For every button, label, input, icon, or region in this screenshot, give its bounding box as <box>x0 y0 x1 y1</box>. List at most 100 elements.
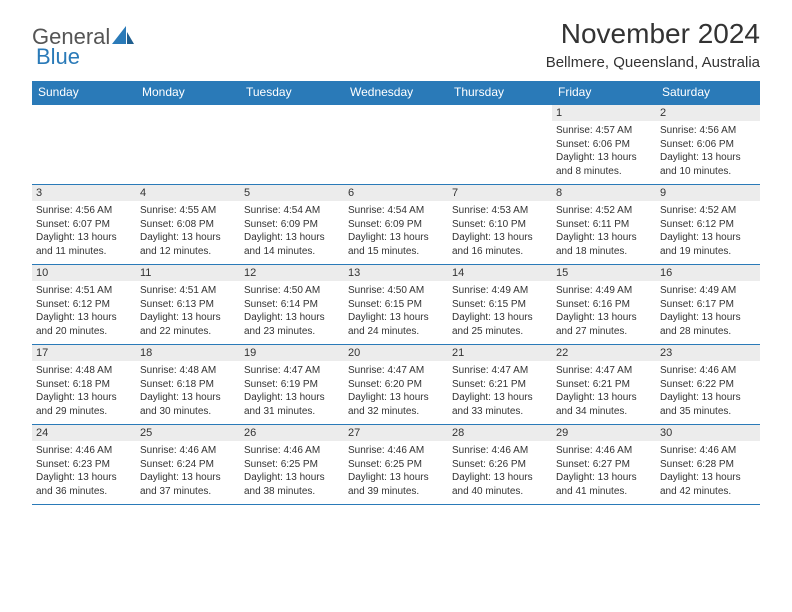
day-number: 20 <box>344 345 448 361</box>
day-number: 2 <box>656 105 760 121</box>
day-number: 5 <box>240 185 344 201</box>
day-number: 3 <box>32 185 136 201</box>
calendar-cell <box>240 104 344 185</box>
day-number: 12 <box>240 265 344 281</box>
calendar-cell <box>136 104 240 185</box>
day-details: Sunrise: 4:46 AMSunset: 6:22 PMDaylight:… <box>656 361 760 424</box>
calendar-cell: 18Sunrise: 4:48 AMSunset: 6:18 PMDayligh… <box>136 345 240 425</box>
calendar-cell: 24Sunrise: 4:46 AMSunset: 6:23 PMDayligh… <box>32 425 136 505</box>
day-details: Sunrise: 4:50 AMSunset: 6:15 PMDaylight:… <box>344 281 448 344</box>
day-header: Monday <box>136 81 240 104</box>
day-details: Sunrise: 4:53 AMSunset: 6:10 PMDaylight:… <box>448 201 552 264</box>
calendar-cell <box>448 104 552 185</box>
page-title: November 2024 <box>546 18 760 50</box>
calendar-cell: 22Sunrise: 4:47 AMSunset: 6:21 PMDayligh… <box>552 345 656 425</box>
day-number: 4 <box>136 185 240 201</box>
calendar-cell: 13Sunrise: 4:50 AMSunset: 6:15 PMDayligh… <box>344 265 448 345</box>
day-header: Thursday <box>448 81 552 104</box>
location: Bellmere, Queensland, Australia <box>546 54 760 71</box>
day-details: Sunrise: 4:51 AMSunset: 6:12 PMDaylight:… <box>32 281 136 344</box>
day-details: Sunrise: 4:52 AMSunset: 6:11 PMDaylight:… <box>552 201 656 264</box>
calendar-cell: 15Sunrise: 4:49 AMSunset: 6:16 PMDayligh… <box>552 265 656 345</box>
day-number: 24 <box>32 425 136 441</box>
day-details: Sunrise: 4:46 AMSunset: 6:25 PMDaylight:… <box>240 441 344 504</box>
day-number: 26 <box>240 425 344 441</box>
day-number: 23 <box>656 345 760 361</box>
day-number: 29 <box>552 425 656 441</box>
calendar-cell: 1Sunrise: 4:57 AMSunset: 6:06 PMDaylight… <box>552 104 656 185</box>
day-number: 19 <box>240 345 344 361</box>
calendar-table: SundayMondayTuesdayWednesdayThursdayFrid… <box>32 81 760 505</box>
day-details: Sunrise: 4:49 AMSunset: 6:16 PMDaylight:… <box>552 281 656 344</box>
calendar-cell <box>32 104 136 185</box>
calendar-cell: 3Sunrise: 4:56 AMSunset: 6:07 PMDaylight… <box>32 185 136 265</box>
day-details: Sunrise: 4:46 AMSunset: 6:24 PMDaylight:… <box>136 441 240 504</box>
day-number: 17 <box>32 345 136 361</box>
day-header: Saturday <box>656 81 760 104</box>
day-details: Sunrise: 4:48 AMSunset: 6:18 PMDaylight:… <box>32 361 136 424</box>
calendar-cell: 2Sunrise: 4:56 AMSunset: 6:06 PMDaylight… <box>656 104 760 185</box>
day-number: 27 <box>344 425 448 441</box>
calendar-cell: 7Sunrise: 4:53 AMSunset: 6:10 PMDaylight… <box>448 185 552 265</box>
day-details: Sunrise: 4:56 AMSunset: 6:07 PMDaylight:… <box>32 201 136 264</box>
calendar-cell: 25Sunrise: 4:46 AMSunset: 6:24 PMDayligh… <box>136 425 240 505</box>
day-details: Sunrise: 4:49 AMSunset: 6:17 PMDaylight:… <box>656 281 760 344</box>
day-number: 10 <box>32 265 136 281</box>
calendar-cell: 6Sunrise: 4:54 AMSunset: 6:09 PMDaylight… <box>344 185 448 265</box>
day-details: Sunrise: 4:55 AMSunset: 6:08 PMDaylight:… <box>136 201 240 264</box>
calendar-cell: 27Sunrise: 4:46 AMSunset: 6:25 PMDayligh… <box>344 425 448 505</box>
calendar-cell: 8Sunrise: 4:52 AMSunset: 6:11 PMDaylight… <box>552 185 656 265</box>
calendar-cell: 19Sunrise: 4:47 AMSunset: 6:19 PMDayligh… <box>240 345 344 425</box>
calendar-cell: 21Sunrise: 4:47 AMSunset: 6:21 PMDayligh… <box>448 345 552 425</box>
day-number: 7 <box>448 185 552 201</box>
day-details: Sunrise: 4:46 AMSunset: 6:27 PMDaylight:… <box>552 441 656 504</box>
calendar-cell: 28Sunrise: 4:46 AMSunset: 6:26 PMDayligh… <box>448 425 552 505</box>
calendar-cell: 17Sunrise: 4:48 AMSunset: 6:18 PMDayligh… <box>32 345 136 425</box>
logo-blue: Blue <box>36 44 80 70</box>
calendar-cell: 26Sunrise: 4:46 AMSunset: 6:25 PMDayligh… <box>240 425 344 505</box>
calendar-cell: 14Sunrise: 4:49 AMSunset: 6:15 PMDayligh… <box>448 265 552 345</box>
calendar-cell: 4Sunrise: 4:55 AMSunset: 6:08 PMDaylight… <box>136 185 240 265</box>
day-details: Sunrise: 4:49 AMSunset: 6:15 PMDaylight:… <box>448 281 552 344</box>
day-details: Sunrise: 4:47 AMSunset: 6:19 PMDaylight:… <box>240 361 344 424</box>
day-details: Sunrise: 4:46 AMSunset: 6:23 PMDaylight:… <box>32 441 136 504</box>
day-number: 16 <box>656 265 760 281</box>
day-number: 9 <box>656 185 760 201</box>
calendar-cell: 10Sunrise: 4:51 AMSunset: 6:12 PMDayligh… <box>32 265 136 345</box>
day-number: 21 <box>448 345 552 361</box>
day-details: Sunrise: 4:57 AMSunset: 6:06 PMDaylight:… <box>552 121 656 184</box>
day-number: 14 <box>448 265 552 281</box>
day-details: Sunrise: 4:56 AMSunset: 6:06 PMDaylight:… <box>656 121 760 184</box>
calendar-cell: 20Sunrise: 4:47 AMSunset: 6:20 PMDayligh… <box>344 345 448 425</box>
day-details: Sunrise: 4:51 AMSunset: 6:13 PMDaylight:… <box>136 281 240 344</box>
calendar-cell: 5Sunrise: 4:54 AMSunset: 6:09 PMDaylight… <box>240 185 344 265</box>
day-header: Friday <box>552 81 656 104</box>
calendar-cell: 29Sunrise: 4:46 AMSunset: 6:27 PMDayligh… <box>552 425 656 505</box>
day-number: 6 <box>344 185 448 201</box>
day-details: Sunrise: 4:54 AMSunset: 6:09 PMDaylight:… <box>240 201 344 264</box>
day-number: 8 <box>552 185 656 201</box>
calendar-cell <box>344 104 448 185</box>
day-details: Sunrise: 4:50 AMSunset: 6:14 PMDaylight:… <box>240 281 344 344</box>
day-details: Sunrise: 4:54 AMSunset: 6:09 PMDaylight:… <box>344 201 448 264</box>
day-number: 28 <box>448 425 552 441</box>
day-number: 22 <box>552 345 656 361</box>
calendar-cell: 12Sunrise: 4:50 AMSunset: 6:14 PMDayligh… <box>240 265 344 345</box>
calendar-cell: 30Sunrise: 4:46 AMSunset: 6:28 PMDayligh… <box>656 425 760 505</box>
day-number: 11 <box>136 265 240 281</box>
logo-sail-icon <box>112 26 134 49</box>
day-details: Sunrise: 4:46 AMSunset: 6:25 PMDaylight:… <box>344 441 448 504</box>
day-details: Sunrise: 4:47 AMSunset: 6:21 PMDaylight:… <box>448 361 552 424</box>
day-header: Wednesday <box>344 81 448 104</box>
day-header: Sunday <box>32 81 136 104</box>
day-number: 25 <box>136 425 240 441</box>
day-details: Sunrise: 4:48 AMSunset: 6:18 PMDaylight:… <box>136 361 240 424</box>
day-number: 30 <box>656 425 760 441</box>
calendar-cell: 11Sunrise: 4:51 AMSunset: 6:13 PMDayligh… <box>136 265 240 345</box>
day-details: Sunrise: 4:46 AMSunset: 6:28 PMDaylight:… <box>656 441 760 504</box>
day-details: Sunrise: 4:46 AMSunset: 6:26 PMDaylight:… <box>448 441 552 504</box>
day-details: Sunrise: 4:52 AMSunset: 6:12 PMDaylight:… <box>656 201 760 264</box>
day-number: 1 <box>552 105 656 121</box>
calendar-cell: 9Sunrise: 4:52 AMSunset: 6:12 PMDaylight… <box>656 185 760 265</box>
day-header: Tuesday <box>240 81 344 104</box>
